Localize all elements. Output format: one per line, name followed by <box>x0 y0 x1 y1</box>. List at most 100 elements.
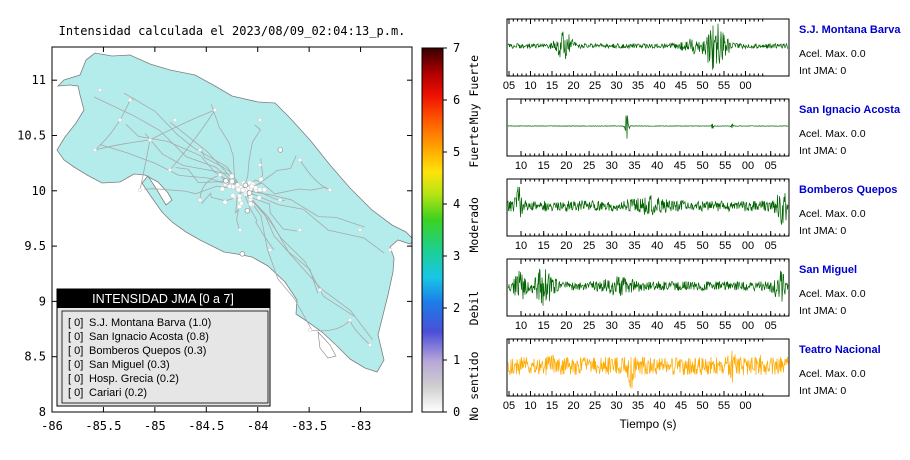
map-x-tick-label: -84 <box>247 419 269 433</box>
town-marker <box>92 147 97 152</box>
town-marker <box>268 247 273 252</box>
gulf-of-dulce-inlet <box>317 331 337 359</box>
waveform-tick-label: 00 <box>739 80 751 92</box>
waveform-tick-label: 20 <box>567 80 579 92</box>
station-marker <box>242 182 249 189</box>
town-marker <box>172 117 177 122</box>
town-marker <box>212 107 217 112</box>
town-marker <box>258 176 264 182</box>
map-x-tick-label: -83.5 <box>291 419 327 433</box>
station-max-accel: Acel. Max. 0.0 <box>799 48 866 60</box>
colorbar-tick-label: 5 <box>453 145 460 159</box>
waveform-tick-label: 00 <box>742 160 754 172</box>
legend-item-name: S.J. Montana Barva (1.0) <box>89 317 211 329</box>
waveform-tick-label: 50 <box>696 320 708 332</box>
town-marker <box>222 199 228 205</box>
road-segment <box>242 189 365 228</box>
waveform-tick-label: 05 <box>503 80 515 92</box>
station-name: San Miguel <box>799 264 857 276</box>
road-segment <box>123 92 244 191</box>
station-jma-intensity: Int JMA: 0 <box>799 305 846 317</box>
waveform-tick-label: 40 <box>651 160 663 172</box>
town-marker <box>308 328 313 333</box>
station-marker <box>223 178 229 184</box>
town-marker <box>197 147 202 152</box>
town-marker <box>229 173 235 179</box>
waveform-tick-label: 45 <box>675 80 687 92</box>
waveform-tick-label: 55 <box>719 320 731 332</box>
town-marker <box>238 201 244 206</box>
waveform-tick-label: 35 <box>632 400 644 412</box>
waveform-tick-label: 55 <box>719 160 731 172</box>
waveform-tick-label: 50 <box>696 160 708 172</box>
legend-item-name: Hosp. Grecia (0.2) <box>89 373 179 385</box>
waveform-tick-label: 20 <box>560 320 572 332</box>
waveform-panels: 05 10 15 20 25 30 35 40 45 50 55 00 S.J. Montana Bar… <box>503 18 901 412</box>
town-markers <box>92 87 393 348</box>
map-y-tick-label: 8 <box>39 405 46 419</box>
town-marker <box>219 186 225 192</box>
town-marker <box>278 197 283 202</box>
waveform-tick-label: 55 <box>718 80 730 92</box>
station-max-accel: Acel. Max. 0.0 <box>799 208 866 220</box>
legend-item-name: Bomberos Quepos (0.3) <box>89 345 206 357</box>
map-y-tick-label: 9 <box>39 294 46 308</box>
waveform-tick-label: 00 <box>742 320 754 332</box>
waveform-xlabel: Tiempo (s) <box>620 417 677 431</box>
map-x-tick-label: -85 <box>144 419 166 433</box>
waveform-tick-label: 15 <box>538 240 550 252</box>
waveform-tick-label: 10 <box>524 400 536 412</box>
waveform-tick-label: 05 <box>765 240 777 252</box>
town-marker <box>257 187 263 193</box>
town-marker <box>117 117 122 122</box>
waveform-tick-label: 55 <box>718 400 730 412</box>
legend-item-level: [ 0] <box>68 317 83 329</box>
waveform-tick-label: 10 <box>515 320 527 332</box>
colorbar-category-label: Muy Fuerte <box>467 55 481 124</box>
map-frame <box>51 46 413 413</box>
waveform-panel: 10 15 20 25 30 35 40 45 50 55 00 05 Bomberos Quepos A… <box>506 178 897 252</box>
colorbar-category-label: Moderado <box>467 197 481 252</box>
road-segment <box>242 189 355 317</box>
road-segment <box>242 124 261 191</box>
intensity-legend: INTENSIDAD JMA [0 a 7] [ 0] S.J. Montana … <box>56 288 271 407</box>
colorbar-category-labels: No sentido Debil Moderado Fuerte Muy Fuerte <box>467 55 481 421</box>
legend-item-level: [ 0] <box>68 387 83 399</box>
town-marker <box>328 187 333 192</box>
waveform-tick-label: 15 <box>538 160 550 172</box>
map-title: Intensidad calculada el 2023/08/09_02:04… <box>59 24 406 38</box>
town-marker <box>147 137 152 142</box>
waveform-tick-label: 05 <box>765 160 777 172</box>
town-marker <box>318 288 323 293</box>
town-marker <box>249 183 255 189</box>
waveform-tick-label: 45 <box>674 320 686 332</box>
legend-header-bg <box>57 289 270 308</box>
legend-item-list: [ 0] S.J. Montana Barva (1.0) [ 0] San Igna… <box>68 317 211 399</box>
map-x-tick-label: -85.5 <box>85 419 121 433</box>
waveform-trace <box>507 23 789 70</box>
map-x-tick-label: -86 <box>41 419 63 433</box>
waveform-tick-label: 40 <box>651 320 663 332</box>
legend-item-level: [ 0] <box>68 345 83 357</box>
station-marker <box>244 208 251 214</box>
station-jma-intensity: Int JMA: 0 <box>799 225 846 237</box>
legend-frame <box>56 288 271 407</box>
station-name: Bomberos Quepos <box>799 184 897 196</box>
waveform-tick-label: 25 <box>589 400 601 412</box>
waveform-trace <box>507 186 789 225</box>
town-marker <box>258 117 263 122</box>
road-segment <box>149 109 216 141</box>
colorbar-tick-label: 0 <box>453 405 460 419</box>
legend-item-name: San Ignacio Acosta (0.8) <box>89 331 209 343</box>
waveform-tick-label: 05 <box>765 320 777 332</box>
legend-title: INTENSIDAD JMA [0 a 7] <box>92 292 234 306</box>
road-segment <box>201 189 244 204</box>
waveform-trace <box>507 268 789 306</box>
map-x-tick-label: -84.5 <box>188 419 224 433</box>
station-max-accel: Acel. Max. 0.0 <box>799 288 866 300</box>
waveform-tick-label: 45 <box>674 240 686 252</box>
waveform-tick-label: 55 <box>719 240 731 252</box>
map-y-tick-label: 10 <box>32 184 46 198</box>
waveform-tick-label: 10 <box>515 160 527 172</box>
